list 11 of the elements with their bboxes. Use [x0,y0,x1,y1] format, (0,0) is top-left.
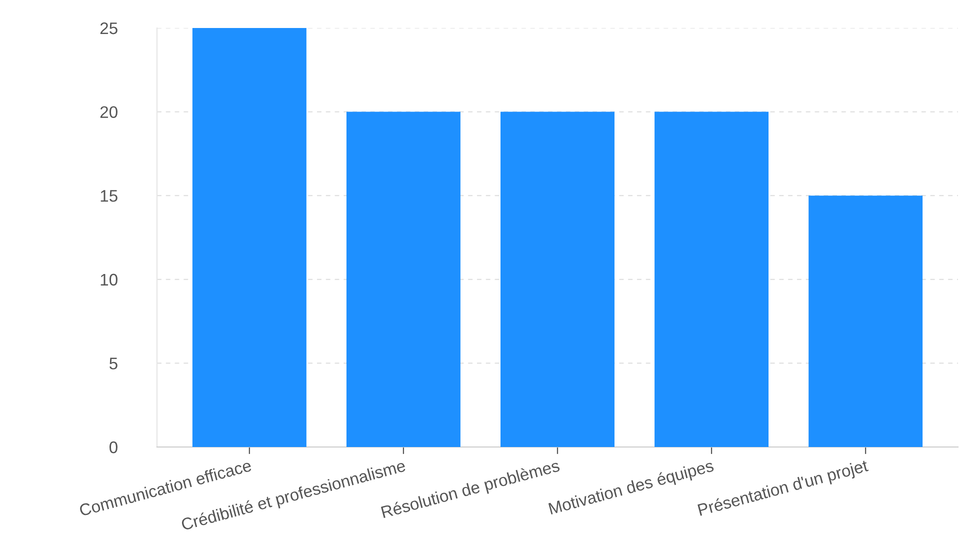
bar [346,112,460,447]
bar [500,112,614,447]
bar [654,112,769,447]
y-tick-label: 25 [100,22,118,34]
bar [808,196,923,447]
y-tick-label: 0 [109,441,118,454]
bar [192,28,306,447]
y-tick-label: 15 [100,190,118,202]
y-tick-label: 10 [100,274,118,286]
y-tick-label: 5 [110,358,118,370]
y-tick-label: 20 [100,106,118,118]
